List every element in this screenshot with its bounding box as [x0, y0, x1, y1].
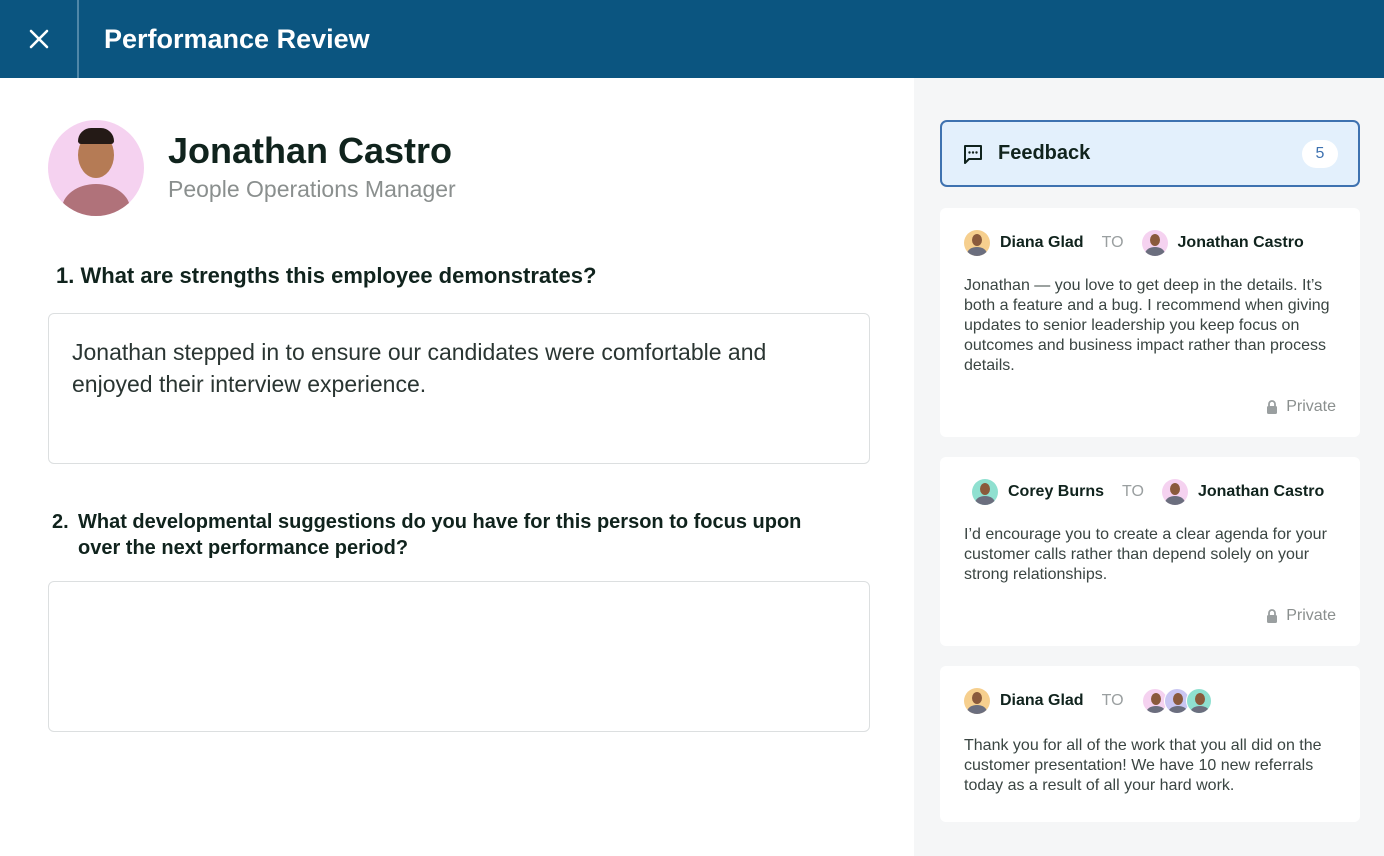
feedback-tab[interactable]: Feedback 5: [940, 120, 1360, 187]
feedback-message: Jonathan — you love to get deep in the d…: [964, 277, 1330, 374]
sender-avatar: [972, 479, 998, 505]
lock-icon: [1267, 609, 1278, 623]
feedback-panel: Feedback 5 Diana Glad TO Jonathan Castro…: [914, 78, 1384, 856]
employee-role: People Operations Manager: [168, 176, 456, 202]
question-number: 1.: [56, 263, 75, 288]
development-answer-input[interactable]: [48, 581, 870, 732]
visibility-status: Private: [964, 607, 1336, 625]
feedback-message: Thank you for all of the work that you a…: [964, 737, 1322, 794]
visibility-label: Private: [1286, 398, 1336, 415]
to-label: TO: [1101, 692, 1124, 709]
strengths-answer-input[interactable]: Jonathan stepped in to ensure our candid…: [48, 313, 870, 464]
employee-avatar: [48, 120, 144, 216]
recipient-avatar: [1161, 479, 1188, 505]
page-title: Performance Review: [104, 24, 370, 54]
question-1: 1. What are strengths this employee demo…: [56, 263, 596, 289]
sender-name: Corey Burns: [1008, 483, 1105, 500]
recipient-avatar: [1185, 688, 1212, 714]
close-button[interactable]: [0, 0, 79, 78]
recipient-name: Jonathan Castro: [1197, 483, 1325, 500]
question-text: What developmental suggestions do you ha…: [78, 511, 802, 559]
sender-name: Diana Glad: [1000, 234, 1084, 251]
visibility-status: Private: [964, 398, 1336, 416]
to-label: TO: [1122, 483, 1144, 500]
feedback-count-badge: 5: [1302, 139, 1338, 168]
header-bar: Performance Review: [0, 0, 1384, 78]
feedback-card[interactable]: Diana Glad TO Jonathan Castro Jonathan —…: [940, 208, 1360, 437]
feedback-label: Feedback: [998, 142, 1091, 164]
recipient-avatar: [1141, 230, 1168, 256]
feedback-card[interactable]: Corey Burns TO Jonathan Castro I’d encou…: [940, 457, 1360, 646]
chat-icon: [964, 144, 982, 164]
recipient-name: Jonathan Castro: [1177, 234, 1304, 251]
recipient-avatar: [1141, 688, 1168, 714]
question-text: What are strengths this employee demonst…: [80, 263, 597, 288]
question-2: 2. What developmental suggestions do you …: [52, 509, 832, 561]
lock-icon: [1267, 400, 1278, 414]
sender-avatar: [964, 688, 990, 714]
recipient-avatar-group: [1141, 688, 1212, 714]
visibility-label: Private: [1286, 607, 1336, 624]
feedback-card[interactable]: Diana Glad TO Thank you for all of the w…: [940, 666, 1360, 822]
sender-name: Diana Glad: [1000, 692, 1084, 709]
employee-name: Jonathan Castro: [168, 130, 453, 171]
feedback-message: I’d encourage you to create a clear agen…: [964, 526, 1327, 583]
sender-avatar: [964, 230, 990, 256]
close-icon: [29, 29, 48, 49]
to-label: TO: [1101, 234, 1124, 251]
review-form: Jonathan Castro People Operations Manage…: [0, 78, 914, 856]
question-number: 2.: [52, 511, 69, 533]
